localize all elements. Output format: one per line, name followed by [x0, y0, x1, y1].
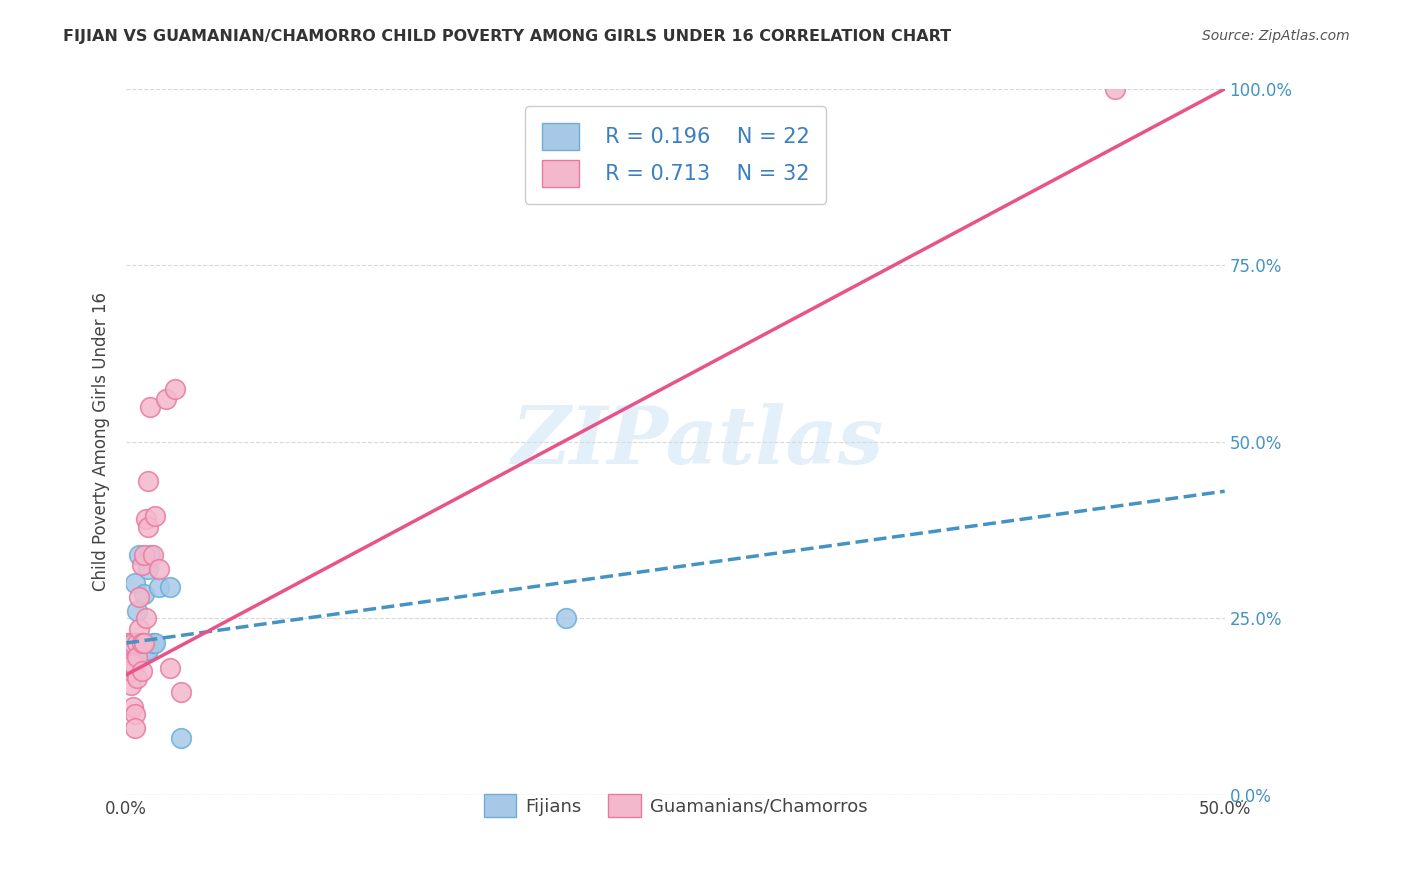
- Point: [124, 576, 146, 591]
- Point: [135, 512, 157, 526]
- Point: [142, 636, 165, 650]
- Point: [135, 643, 157, 657]
- Point: [142, 548, 165, 562]
- Point: [155, 392, 177, 407]
- Point: [131, 558, 153, 573]
- Point: [117, 636, 139, 650]
- Point: [139, 548, 162, 562]
- Point: [139, 400, 162, 414]
- Point: [136, 474, 159, 488]
- Point: [136, 519, 159, 533]
- Point: [170, 685, 193, 699]
- Point: [148, 562, 170, 576]
- Point: [117, 657, 139, 672]
- Point: [143, 508, 166, 523]
- Point: [120, 657, 142, 672]
- Point: [117, 636, 139, 650]
- Point: [127, 671, 149, 685]
- Point: [159, 580, 181, 594]
- Point: [132, 636, 155, 650]
- Y-axis label: Child Poverty Among Girls Under 16: Child Poverty Among Girls Under 16: [93, 293, 110, 591]
- Point: [132, 548, 155, 562]
- Point: [127, 636, 149, 650]
- Point: [122, 636, 145, 650]
- Point: [136, 643, 159, 657]
- Point: [554, 611, 576, 625]
- Point: [136, 562, 159, 576]
- Point: [131, 636, 153, 650]
- Point: [127, 604, 149, 618]
- Point: [122, 657, 145, 672]
- Point: [120, 678, 142, 692]
- Point: [127, 650, 149, 665]
- Point: [124, 636, 146, 650]
- Point: [132, 586, 155, 600]
- Point: [128, 590, 150, 604]
- Point: [131, 640, 153, 654]
- Point: [170, 731, 193, 746]
- Point: [122, 636, 145, 650]
- Point: [148, 580, 170, 594]
- Legend: Fijians, Guamanians/Chamorros: Fijians, Guamanians/Chamorros: [477, 787, 875, 824]
- Text: ZIPatlas: ZIPatlas: [512, 403, 883, 481]
- Point: [131, 664, 153, 678]
- Point: [124, 721, 146, 735]
- Point: [124, 706, 146, 721]
- Point: [135, 611, 157, 625]
- Point: [122, 650, 145, 665]
- Point: [122, 699, 145, 714]
- Point: [128, 548, 150, 562]
- Point: [163, 382, 186, 396]
- Point: [143, 636, 166, 650]
- Point: [120, 643, 142, 657]
- Point: [1104, 82, 1126, 96]
- Point: [120, 664, 142, 678]
- Point: [127, 636, 149, 650]
- Text: Source: ZipAtlas.com: Source: ZipAtlas.com: [1202, 29, 1350, 43]
- Point: [128, 622, 150, 636]
- Text: FIJIAN VS GUAMANIAN/CHAMORRO CHILD POVERTY AMONG GIRLS UNDER 16 CORRELATION CHAR: FIJIAN VS GUAMANIAN/CHAMORRO CHILD POVER…: [63, 29, 952, 44]
- Point: [159, 661, 181, 675]
